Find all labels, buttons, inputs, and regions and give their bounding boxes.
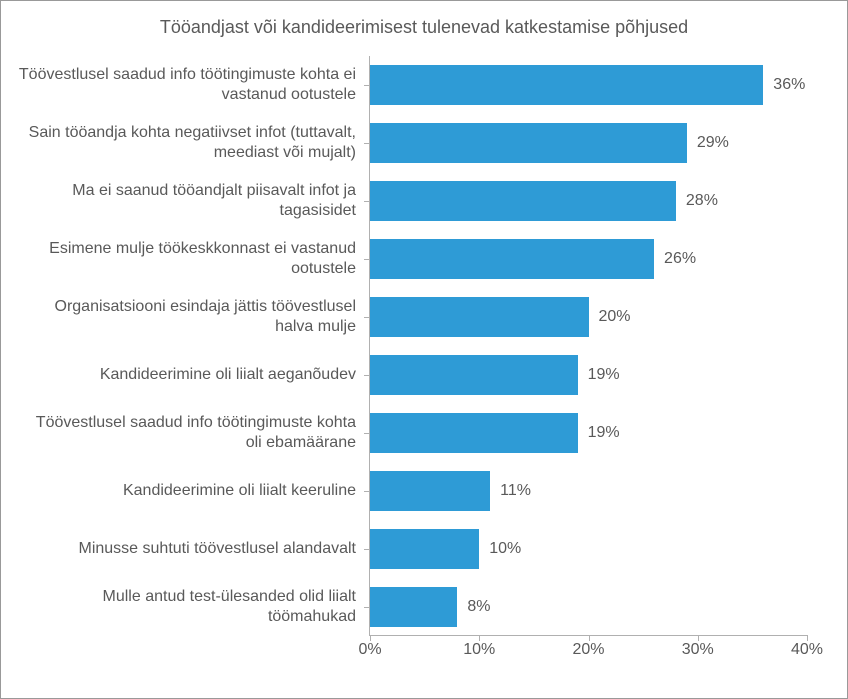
bar (370, 355, 578, 395)
category-label: Kandideerimine oli liialt aeganõudev (16, 365, 356, 385)
category-label: Minusse suhtuti töövestlusel alandavalt (16, 539, 356, 559)
value-label: 28% (686, 192, 718, 210)
x-tick-mark (370, 635, 371, 641)
bar (370, 413, 578, 453)
bar (370, 297, 589, 337)
bar (370, 123, 687, 163)
category-label: Esimene mulje töökeskkonnast ei vastanud… (16, 239, 356, 279)
x-tick-label: 0% (358, 641, 381, 659)
bar-row: Kandideerimine oli liialt aeganõudev19% (370, 355, 807, 395)
bar (370, 181, 676, 221)
x-tick-label: 20% (572, 641, 604, 659)
category-label: Ma ei saanud tööandjalt piisavalt infot … (16, 181, 356, 221)
category-label: Organisatsiooni esindaja jättis töövestl… (16, 297, 356, 337)
x-tick-label: 30% (682, 641, 714, 659)
value-label: 29% (697, 134, 729, 152)
value-label: 26% (664, 250, 696, 268)
chart-title: Tööandjast või kandideerimisest tuleneva… (13, 17, 835, 38)
category-label: Kandideerimine oli liialt keeruline (16, 481, 356, 501)
bar-row: Kandideerimine oli liialt keeruline11% (370, 471, 807, 511)
category-label: Töövestlusel saadud info töötingimuste k… (16, 65, 356, 105)
x-tick-label: 10% (463, 641, 495, 659)
bar (370, 587, 457, 627)
bar (370, 529, 479, 569)
bar-row: Töövestlusel saadud info töötingimuste k… (370, 65, 807, 105)
category-label: Sain tööandja kohta negatiivset infot (t… (16, 123, 356, 163)
x-tick-mark (807, 635, 808, 641)
bar-row: Esimene mulje töökeskkonnast ei vastanud… (370, 239, 807, 279)
bar-row: Töövestlusel saadud info töötingimuste k… (370, 413, 807, 453)
category-label: Mulle antud test-ülesanded olid liialt t… (16, 587, 356, 627)
value-label: 11% (500, 482, 531, 500)
bar (370, 239, 654, 279)
bar (370, 65, 763, 105)
bar (370, 471, 490, 511)
bar-row: Minusse suhtuti töövestlusel alandavalt1… (370, 529, 807, 569)
chart-container: Tööandjast või kandideerimisest tuleneva… (0, 0, 848, 699)
bar-row: Ma ei saanud tööandjalt piisavalt infot … (370, 181, 807, 221)
x-tick-mark (479, 635, 480, 641)
bar-row: Mulle antud test-ülesanded olid liialt t… (370, 587, 807, 627)
value-label: 36% (773, 76, 805, 94)
x-tick-mark (589, 635, 590, 641)
bar-row: Organisatsiooni esindaja jättis töövestl… (370, 297, 807, 337)
x-tick-label: 40% (791, 641, 823, 659)
plot-area: 0%10%20%30%40% Töövestlusel saadud info … (369, 56, 807, 636)
value-label: 19% (588, 424, 620, 442)
category-label: Töövestlusel saadud info töötingimuste k… (16, 413, 356, 453)
x-tick-mark (698, 635, 699, 641)
bar-row: Sain tööandja kohta negatiivset infot (t… (370, 123, 807, 163)
value-label: 19% (588, 366, 620, 384)
value-label: 10% (489, 540, 521, 558)
value-label: 8% (467, 598, 490, 616)
value-label: 20% (599, 308, 631, 326)
